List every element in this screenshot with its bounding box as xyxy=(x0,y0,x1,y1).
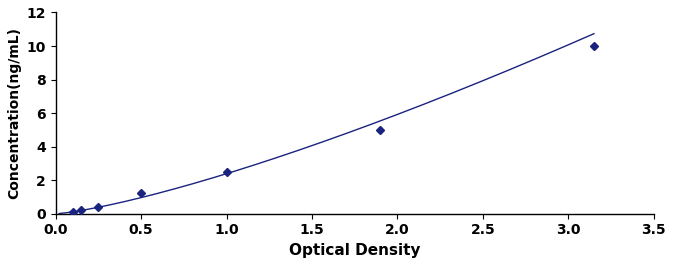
X-axis label: Optical Density: Optical Density xyxy=(289,243,421,258)
Y-axis label: Concentration(ng/mL): Concentration(ng/mL) xyxy=(7,27,21,199)
